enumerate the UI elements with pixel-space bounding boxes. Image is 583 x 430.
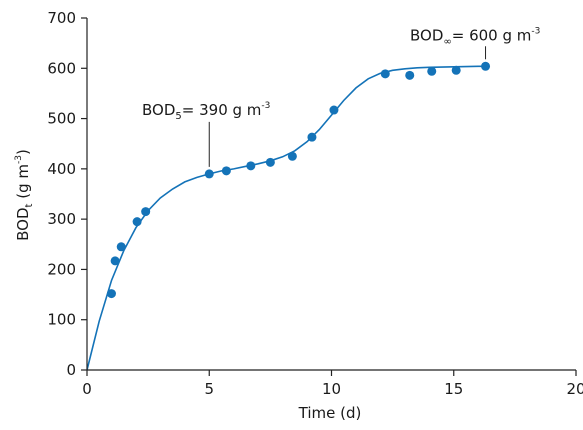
y-tick-label: 300 bbox=[47, 210, 76, 228]
data-point bbox=[405, 70, 415, 80]
y-tick-label: 200 bbox=[47, 260, 76, 278]
data-point bbox=[287, 151, 297, 161]
data-points bbox=[106, 61, 491, 299]
x-tick-label: 0 bbox=[82, 380, 92, 398]
y-tick-label: 700 bbox=[47, 9, 76, 27]
data-point bbox=[110, 256, 120, 266]
data-point bbox=[106, 289, 116, 299]
bod5-label: BOD5= 390 g m-3 bbox=[142, 101, 270, 122]
data-point bbox=[307, 132, 317, 142]
bod-ultimate-annotation: BOD∞= 600 g m-3 bbox=[410, 26, 540, 60]
y-tick-label: 100 bbox=[47, 311, 76, 329]
data-point bbox=[265, 157, 275, 167]
y-tick-label: 400 bbox=[47, 160, 76, 178]
data-point bbox=[132, 217, 142, 227]
data-point bbox=[221, 166, 231, 176]
x-axis-ticks: 0 5 10 15 20 bbox=[82, 370, 583, 398]
data-point bbox=[451, 65, 461, 75]
y-axis-title: BODt (g m-3) bbox=[14, 149, 35, 241]
y-axis-ticks: 0 100 200 300 400 500 600 700 bbox=[47, 9, 87, 379]
y-tick-label: 0 bbox=[66, 361, 76, 379]
x-tick-label: 5 bbox=[204, 380, 214, 398]
x-tick-label: 15 bbox=[444, 380, 463, 398]
data-point bbox=[329, 105, 339, 115]
y-tick-label: 500 bbox=[47, 110, 76, 128]
bod5-annotation: BOD5= 390 g m-3 bbox=[142, 101, 270, 167]
data-point bbox=[380, 69, 390, 79]
data-point bbox=[481, 61, 491, 71]
data-point bbox=[427, 66, 437, 76]
data-point bbox=[246, 161, 256, 171]
bod-fit-curve bbox=[86, 65, 486, 371]
x-tick-label: 10 bbox=[322, 380, 341, 398]
data-point bbox=[116, 242, 126, 252]
bod-ultimate-label: BOD∞= 600 g m-3 bbox=[410, 26, 540, 47]
x-tick-label: 20 bbox=[566, 380, 583, 398]
data-point bbox=[141, 207, 151, 217]
data-point bbox=[204, 169, 214, 179]
y-tick-label: 600 bbox=[47, 59, 76, 77]
x-axis-title: Time (d) bbox=[298, 404, 362, 422]
